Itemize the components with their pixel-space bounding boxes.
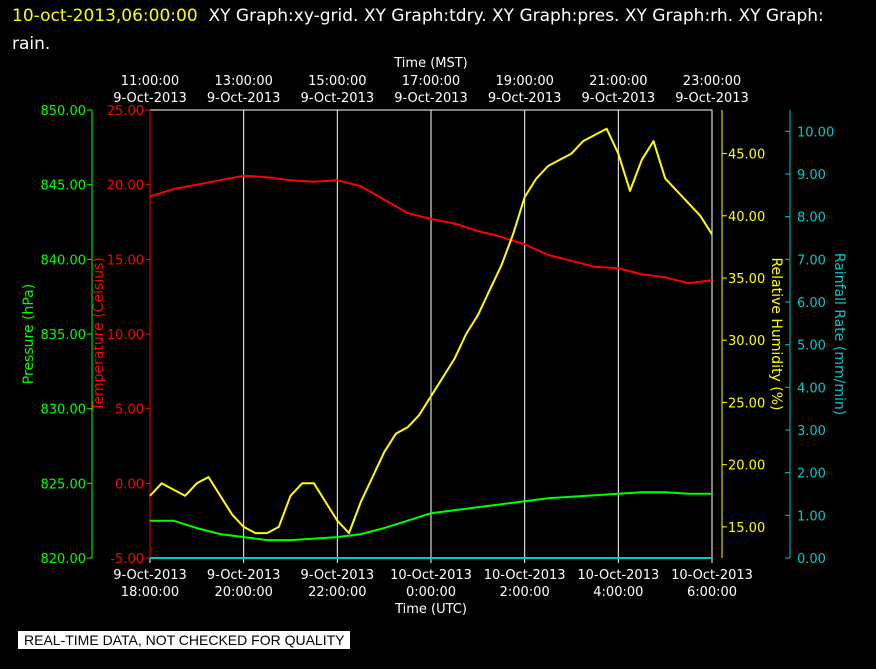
humidity-tick-label: 20.00 <box>728 459 765 474</box>
timestamp: 10-oct-2013,06:00:00 <box>12 6 198 26</box>
pressure-tick-label: 845.00 <box>41 179 87 194</box>
bottom-tick-date: 9-Oct-2013 <box>301 568 375 583</box>
pressure-tick-label: 820.00 <box>41 552 87 567</box>
humidity-tick-label: 40.00 <box>728 210 765 225</box>
top-tick-date: 9-Oct-2013 <box>675 91 749 106</box>
top-tick-time: 17:00:00 <box>402 74 460 89</box>
temperature-tick-label: 5.00 <box>115 403 144 418</box>
bottom-tick-date: 10-Oct-2013 <box>671 568 753 583</box>
pressure-tick-label: 850.00 <box>41 104 87 119</box>
rain-tick-label: 0.00 <box>797 552 826 567</box>
rain-tick-label: 4.00 <box>797 381 826 396</box>
temperature-tick-label: 20.00 <box>107 179 144 194</box>
rain-tick-label: 7.00 <box>797 253 826 268</box>
pressure-tick-label: 825.00 <box>41 477 87 492</box>
quality-banner: REAL-TIME DATA, NOT CHECKED FOR QUALITY <box>18 631 351 649</box>
bottom-tick-date: 9-Oct-2013 <box>207 568 281 583</box>
pressure-tick-label: 840.00 <box>41 253 87 268</box>
bottom-tick-time: 4:00:00 <box>593 585 643 600</box>
pressure-tick-label: 830.00 <box>41 403 87 418</box>
top-tick-time: 13:00:00 <box>214 74 272 89</box>
top-tick-time: 21:00:00 <box>589 74 647 89</box>
rain-tick-label: 9.00 <box>797 168 826 183</box>
bottom-tick-time: 22:00:00 <box>308 585 366 600</box>
rain-tick-label: 3.00 <box>797 424 826 439</box>
top-tick-date: 9-Oct-2013 <box>582 91 656 106</box>
top-tick-date: 9-Oct-2013 <box>113 91 187 106</box>
bottom-tick-date: 10-Oct-2013 <box>577 568 659 583</box>
graph-title: XY Graph:xy-grid. XY Graph:tdry. XY Grap… <box>12 6 824 54</box>
rain-tick-label: 8.00 <box>797 211 826 226</box>
rain-tick-label: 10.00 <box>797 125 834 140</box>
humidity-tick-label: 45.00 <box>728 148 765 163</box>
bottom-tick-time: 2:00:00 <box>500 585 550 600</box>
rain-tick-label: 5.00 <box>797 339 826 354</box>
humidity-tick-label: 30.00 <box>728 334 765 349</box>
bottom-tick-time: 0:00:00 <box>406 585 456 600</box>
pressure-tick-label: 835.00 <box>41 328 87 343</box>
bottom-tick-date: 9-Oct-2013 <box>113 568 187 583</box>
humidity-tick-label: 15.00 <box>728 521 765 536</box>
temperature-tick-label: 10.00 <box>107 328 144 343</box>
bottom-tick-date: 10-Oct-2013 <box>484 568 566 583</box>
temperature-tick-label: 25.00 <box>107 104 144 119</box>
top-tick-date: 9-Oct-2013 <box>394 91 468 106</box>
top-tick-time: 23:00:00 <box>683 74 741 89</box>
series-rh <box>149 127 713 535</box>
bottom-tick-date: 10-Oct-2013 <box>390 568 472 583</box>
top-tick-date: 9-Oct-2013 <box>207 91 281 106</box>
temperature-axis-title: Temperature (Celsius) <box>91 257 107 412</box>
rain-tick-label: 2.00 <box>797 467 826 482</box>
bottom-tick-time: 6:00:00 <box>687 585 737 600</box>
rain-tick-label: 1.00 <box>797 509 826 524</box>
bottom-tick-time: 18:00:00 <box>121 585 179 600</box>
humidity-tick-label: 35.00 <box>728 272 765 287</box>
xy-graph: 9-Oct-2013 18:00:00 11:00:00 9-Oct-2013 9-Oc… <box>21 56 847 617</box>
temperature-tick-label: 0.00 <box>115 477 144 492</box>
temperature-tick-label: 15.00 <box>107 253 144 268</box>
bottom-tick-time: 20:00:00 <box>214 585 272 600</box>
top-tick-date: 9-Oct-2013 <box>488 91 562 106</box>
chart-header: 10-oct-2013,06:00:00 XY Graph:xy-grid. X… <box>12 2 862 58</box>
top-tick-time: 15:00:00 <box>308 74 366 89</box>
temperature-tick-label: -5.00 <box>110 552 144 567</box>
pressure-axis-title: Pressure (hPa) <box>21 284 37 384</box>
humidity-tick-label: 25.00 <box>728 396 765 411</box>
top-axis-title: Time (MST) <box>393 56 468 71</box>
top-tick-time: 19:00:00 <box>495 74 553 89</box>
series-tdry <box>149 174 713 285</box>
top-tick-time: 11:00:00 <box>121 74 179 89</box>
series-pres <box>150 491 712 542</box>
humidity-axis-title: Relative Humidity (%) <box>768 257 784 410</box>
rain-axis-title: Rainfall Rate (mm/min) <box>831 253 847 415</box>
rain-tick-label: 6.00 <box>797 296 826 311</box>
bottom-axis-title: Time (UTC) <box>394 602 467 617</box>
top-tick-date: 9-Oct-2013 <box>301 91 375 106</box>
